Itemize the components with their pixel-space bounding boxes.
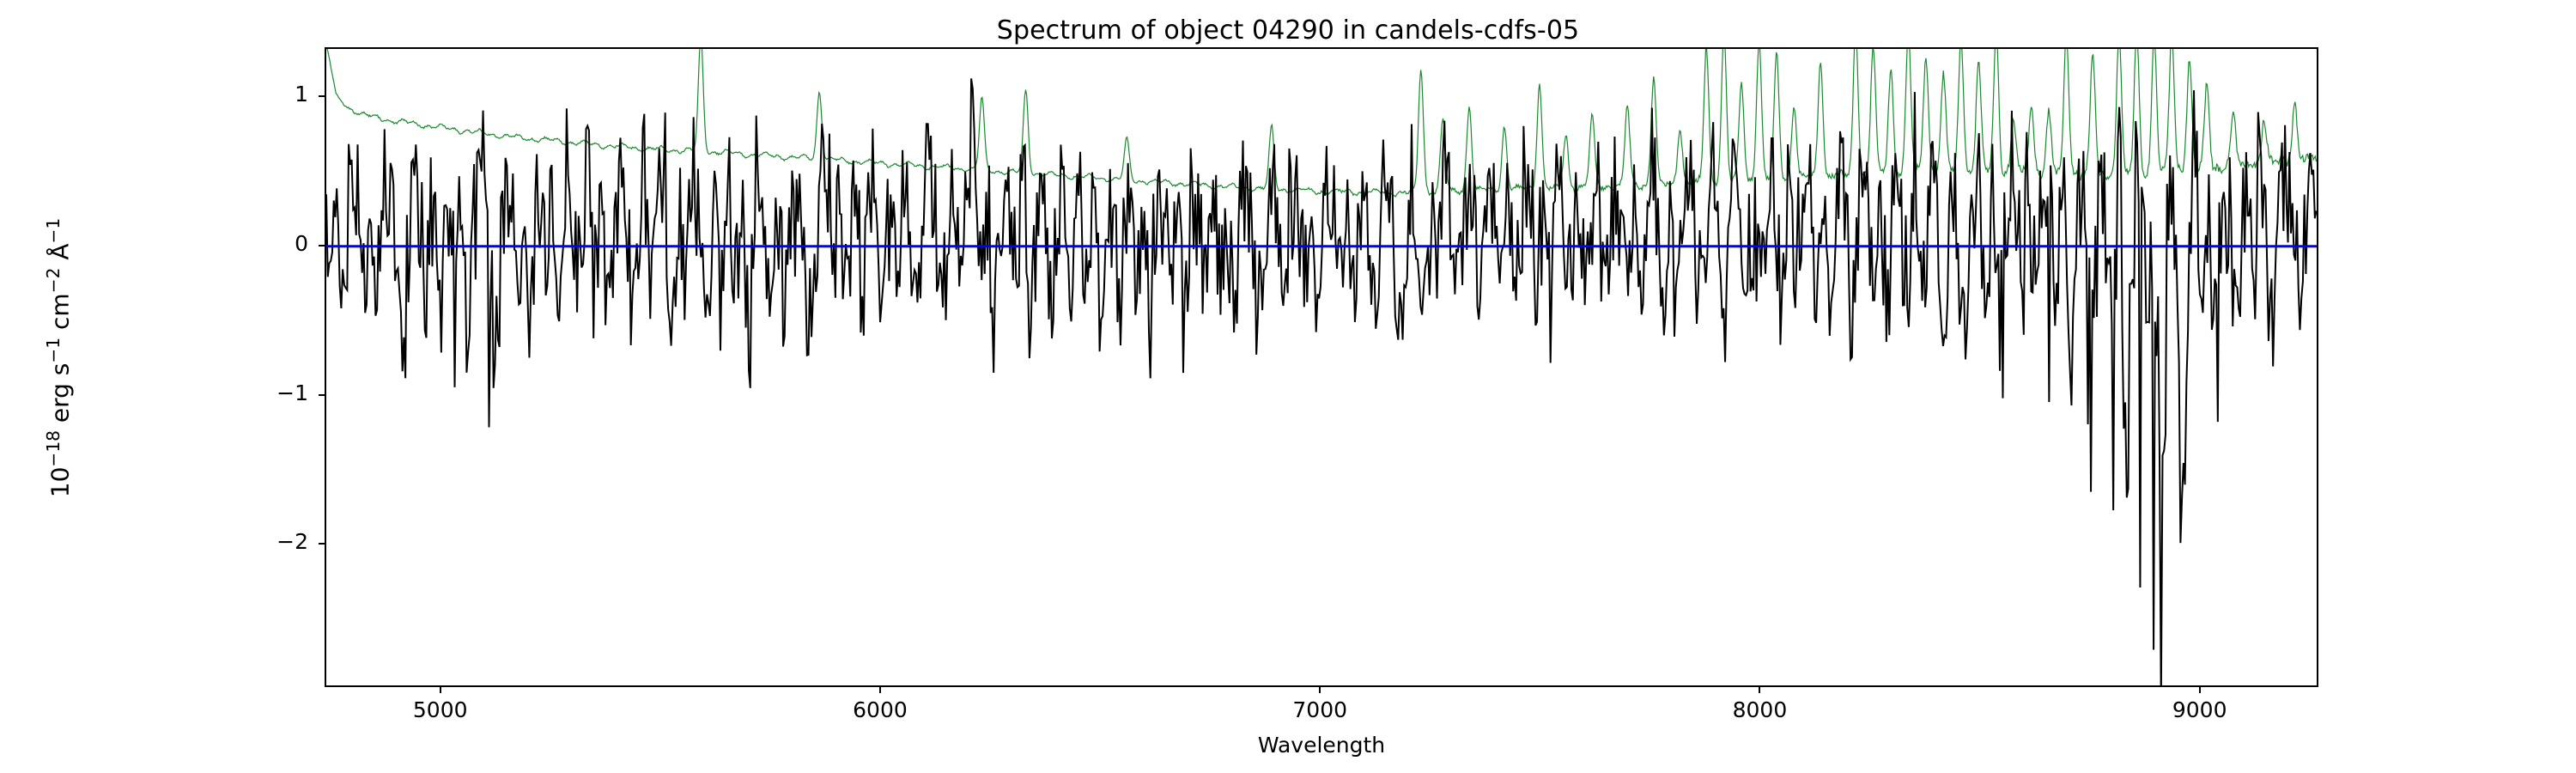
x-axis-label: Wavelength xyxy=(1257,733,1386,758)
y-tick-label: −2 xyxy=(276,529,308,555)
x-tick-mark xyxy=(2198,687,2201,693)
contamination-model-trace xyxy=(326,49,2316,197)
x-tick-mark xyxy=(878,687,881,693)
y-tick-mark xyxy=(319,244,325,247)
page-title: Spectrum of object 04290 in candels-cdfs… xyxy=(996,15,1580,46)
y-tick-mark xyxy=(319,393,325,396)
x-tick-label: 5000 xyxy=(412,697,468,722)
y-tick-mark xyxy=(319,543,325,545)
x-tick-mark xyxy=(439,687,441,693)
x-tick-mark xyxy=(1319,687,1321,693)
x-tick-label: 8000 xyxy=(1732,697,1788,722)
y-tick-label: 1 xyxy=(295,82,308,107)
spectrum-plot-svg xyxy=(326,49,2317,685)
x-tick-label: 9000 xyxy=(2172,697,2227,722)
plot-axes xyxy=(325,47,2318,687)
x-tick-label: 6000 xyxy=(853,697,908,722)
y-axis-label: 10−18 erg s−1 cm−2 Å−1 xyxy=(43,217,75,498)
y-axis-label-wrapper: 10−18 erg s−1 cm−2 Å−1 xyxy=(0,0,103,773)
x-tick-mark xyxy=(1759,687,1761,693)
x-tick-label: 7000 xyxy=(1292,697,1348,722)
y-tick-label: −1 xyxy=(276,380,308,405)
y-tick-label: 0 xyxy=(295,230,308,256)
flux-trace xyxy=(326,78,2317,685)
y-tick-mark xyxy=(319,95,325,98)
